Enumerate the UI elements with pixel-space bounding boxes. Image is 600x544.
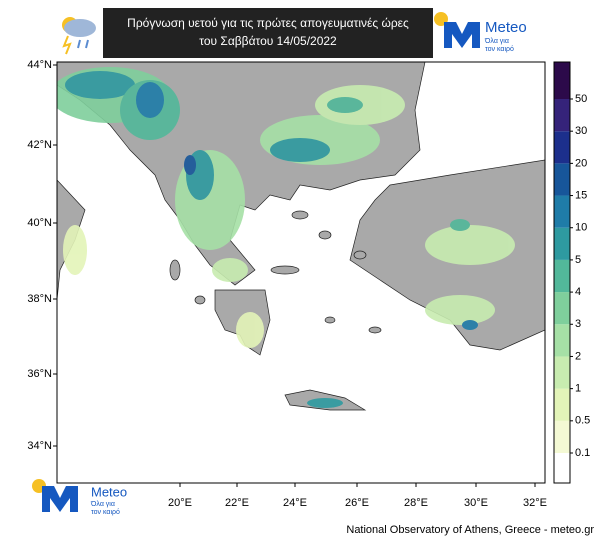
colorbar-frame <box>553 61 571 484</box>
lat-label: 34°N <box>27 440 52 452</box>
credit: National Observatory of Athens, Greece -… <box>346 524 594 536</box>
lat-label: 38°N <box>27 293 52 305</box>
colorbar-segment <box>554 163 570 196</box>
colorbar-label: 2 <box>575 350 581 362</box>
colorbar-label: 3 <box>575 318 581 330</box>
colorbar-label: 50 <box>575 93 587 105</box>
lat-label: 36°N <box>27 368 52 380</box>
logo-top: Meteo Όλα για τον καιρό <box>434 12 527 53</box>
logo-bottom: Meteo Όλα για τον καιρό <box>32 479 127 516</box>
lon-label: 30°E <box>464 497 488 509</box>
lon-label: 26°E <box>345 497 369 509</box>
colorbar-segment <box>554 388 570 421</box>
lon-label: 32°E <box>523 497 547 509</box>
colorbar-label: 0.5 <box>575 415 590 427</box>
lon-label: 24°E <box>283 497 307 509</box>
colorbar-segment <box>554 62 570 99</box>
colorbar-label: 15 <box>575 189 587 201</box>
colorbar-label: 1 <box>575 383 581 395</box>
lon-label: 22°E <box>225 497 249 509</box>
colorbar-segment <box>554 292 570 325</box>
lat-label: 40°N <box>27 217 52 229</box>
colorbar-label: 10 <box>575 222 587 234</box>
title-box <box>103 8 433 58</box>
logo-name: Meteo <box>485 19 527 36</box>
colorbar-label: 20 <box>575 157 587 169</box>
logo-slogan: τον καιρό <box>485 45 514 53</box>
logo-slogan: Όλα για <box>484 38 509 45</box>
colorbar-segment <box>554 131 570 164</box>
colorbar-label: 0.1 <box>575 447 590 459</box>
lon-label: 20°E <box>168 497 192 509</box>
logo-slogan: Όλα για <box>90 501 115 508</box>
title: Πρόγνωση υετού για τις πρώτες απογευματι… <box>127 16 409 30</box>
precipitation <box>57 67 515 408</box>
colorbar-segment <box>554 420 570 453</box>
lon-label: 28°E <box>404 497 428 509</box>
colorbar-segment <box>554 227 570 260</box>
colorbar-segment <box>554 195 570 228</box>
map-area <box>57 62 545 483</box>
colorbar-segment <box>554 356 570 389</box>
lat-label: 44°N <box>27 59 52 71</box>
colorbar-label: 5 <box>575 254 581 266</box>
colorbar-segment <box>554 324 570 357</box>
colorbar-label: 30 <box>575 125 587 137</box>
weather-icon <box>62 17 96 55</box>
colorbar-label: 4 <box>575 286 581 298</box>
colorbar-segment <box>554 453 570 483</box>
colorbar-segment <box>554 259 570 293</box>
colorbar-segment <box>554 99 570 132</box>
logo-name: Meteo <box>91 484 127 499</box>
title: του Σαββάτου 14/05/2022 <box>199 34 337 48</box>
map-frame <box>56 61 546 484</box>
logo-slogan: τον καιρό <box>91 508 120 516</box>
lat-label: 42°N <box>27 139 52 151</box>
